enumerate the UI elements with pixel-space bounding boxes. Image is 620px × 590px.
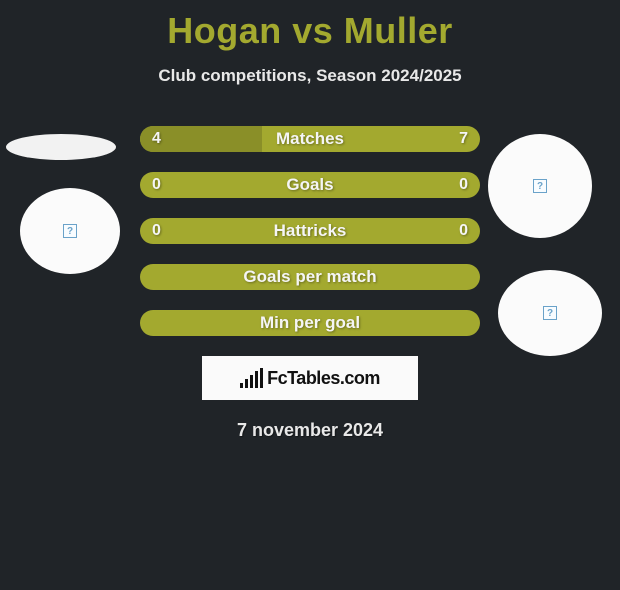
stat-label: Matches xyxy=(140,126,480,152)
stat-label: Goals per match xyxy=(140,264,480,290)
stat-value-right: 0 xyxy=(459,218,468,244)
stat-row: 0 Goals 0 xyxy=(140,172,480,198)
player-left-badge: ? xyxy=(20,188,120,274)
stat-label: Min per goal xyxy=(140,310,480,336)
player-left-shadow xyxy=(6,134,116,160)
placeholder-icon: ? xyxy=(63,224,77,238)
stat-label: Hattricks xyxy=(140,218,480,244)
player-right-badge-1: ? xyxy=(488,134,592,238)
page-title: Hogan vs Muller xyxy=(0,10,620,52)
stat-value-right: 7 xyxy=(459,126,468,152)
stats-panel: 4 Matches 7 0 Goals 0 0 Hattricks 0 Goal… xyxy=(140,126,480,336)
stat-label: Goals xyxy=(140,172,480,198)
brand-text: FcTables.com xyxy=(267,368,380,389)
player-right-badge-2: ? xyxy=(498,270,602,356)
brand-bars-icon xyxy=(240,368,263,388)
stat-row: 0 Hattricks 0 xyxy=(140,218,480,244)
stat-row: Min per goal xyxy=(140,310,480,336)
brand-box: FcTables.com xyxy=(202,356,418,400)
stat-value-right: 0 xyxy=(459,172,468,198)
stat-row: Goals per match xyxy=(140,264,480,290)
placeholder-icon: ? xyxy=(533,179,547,193)
subtitle: Club competitions, Season 2024/2025 xyxy=(0,66,620,86)
placeholder-icon: ? xyxy=(543,306,557,320)
stat-row: 4 Matches 7 xyxy=(140,126,480,152)
date-line: 7 november 2024 xyxy=(0,420,620,441)
